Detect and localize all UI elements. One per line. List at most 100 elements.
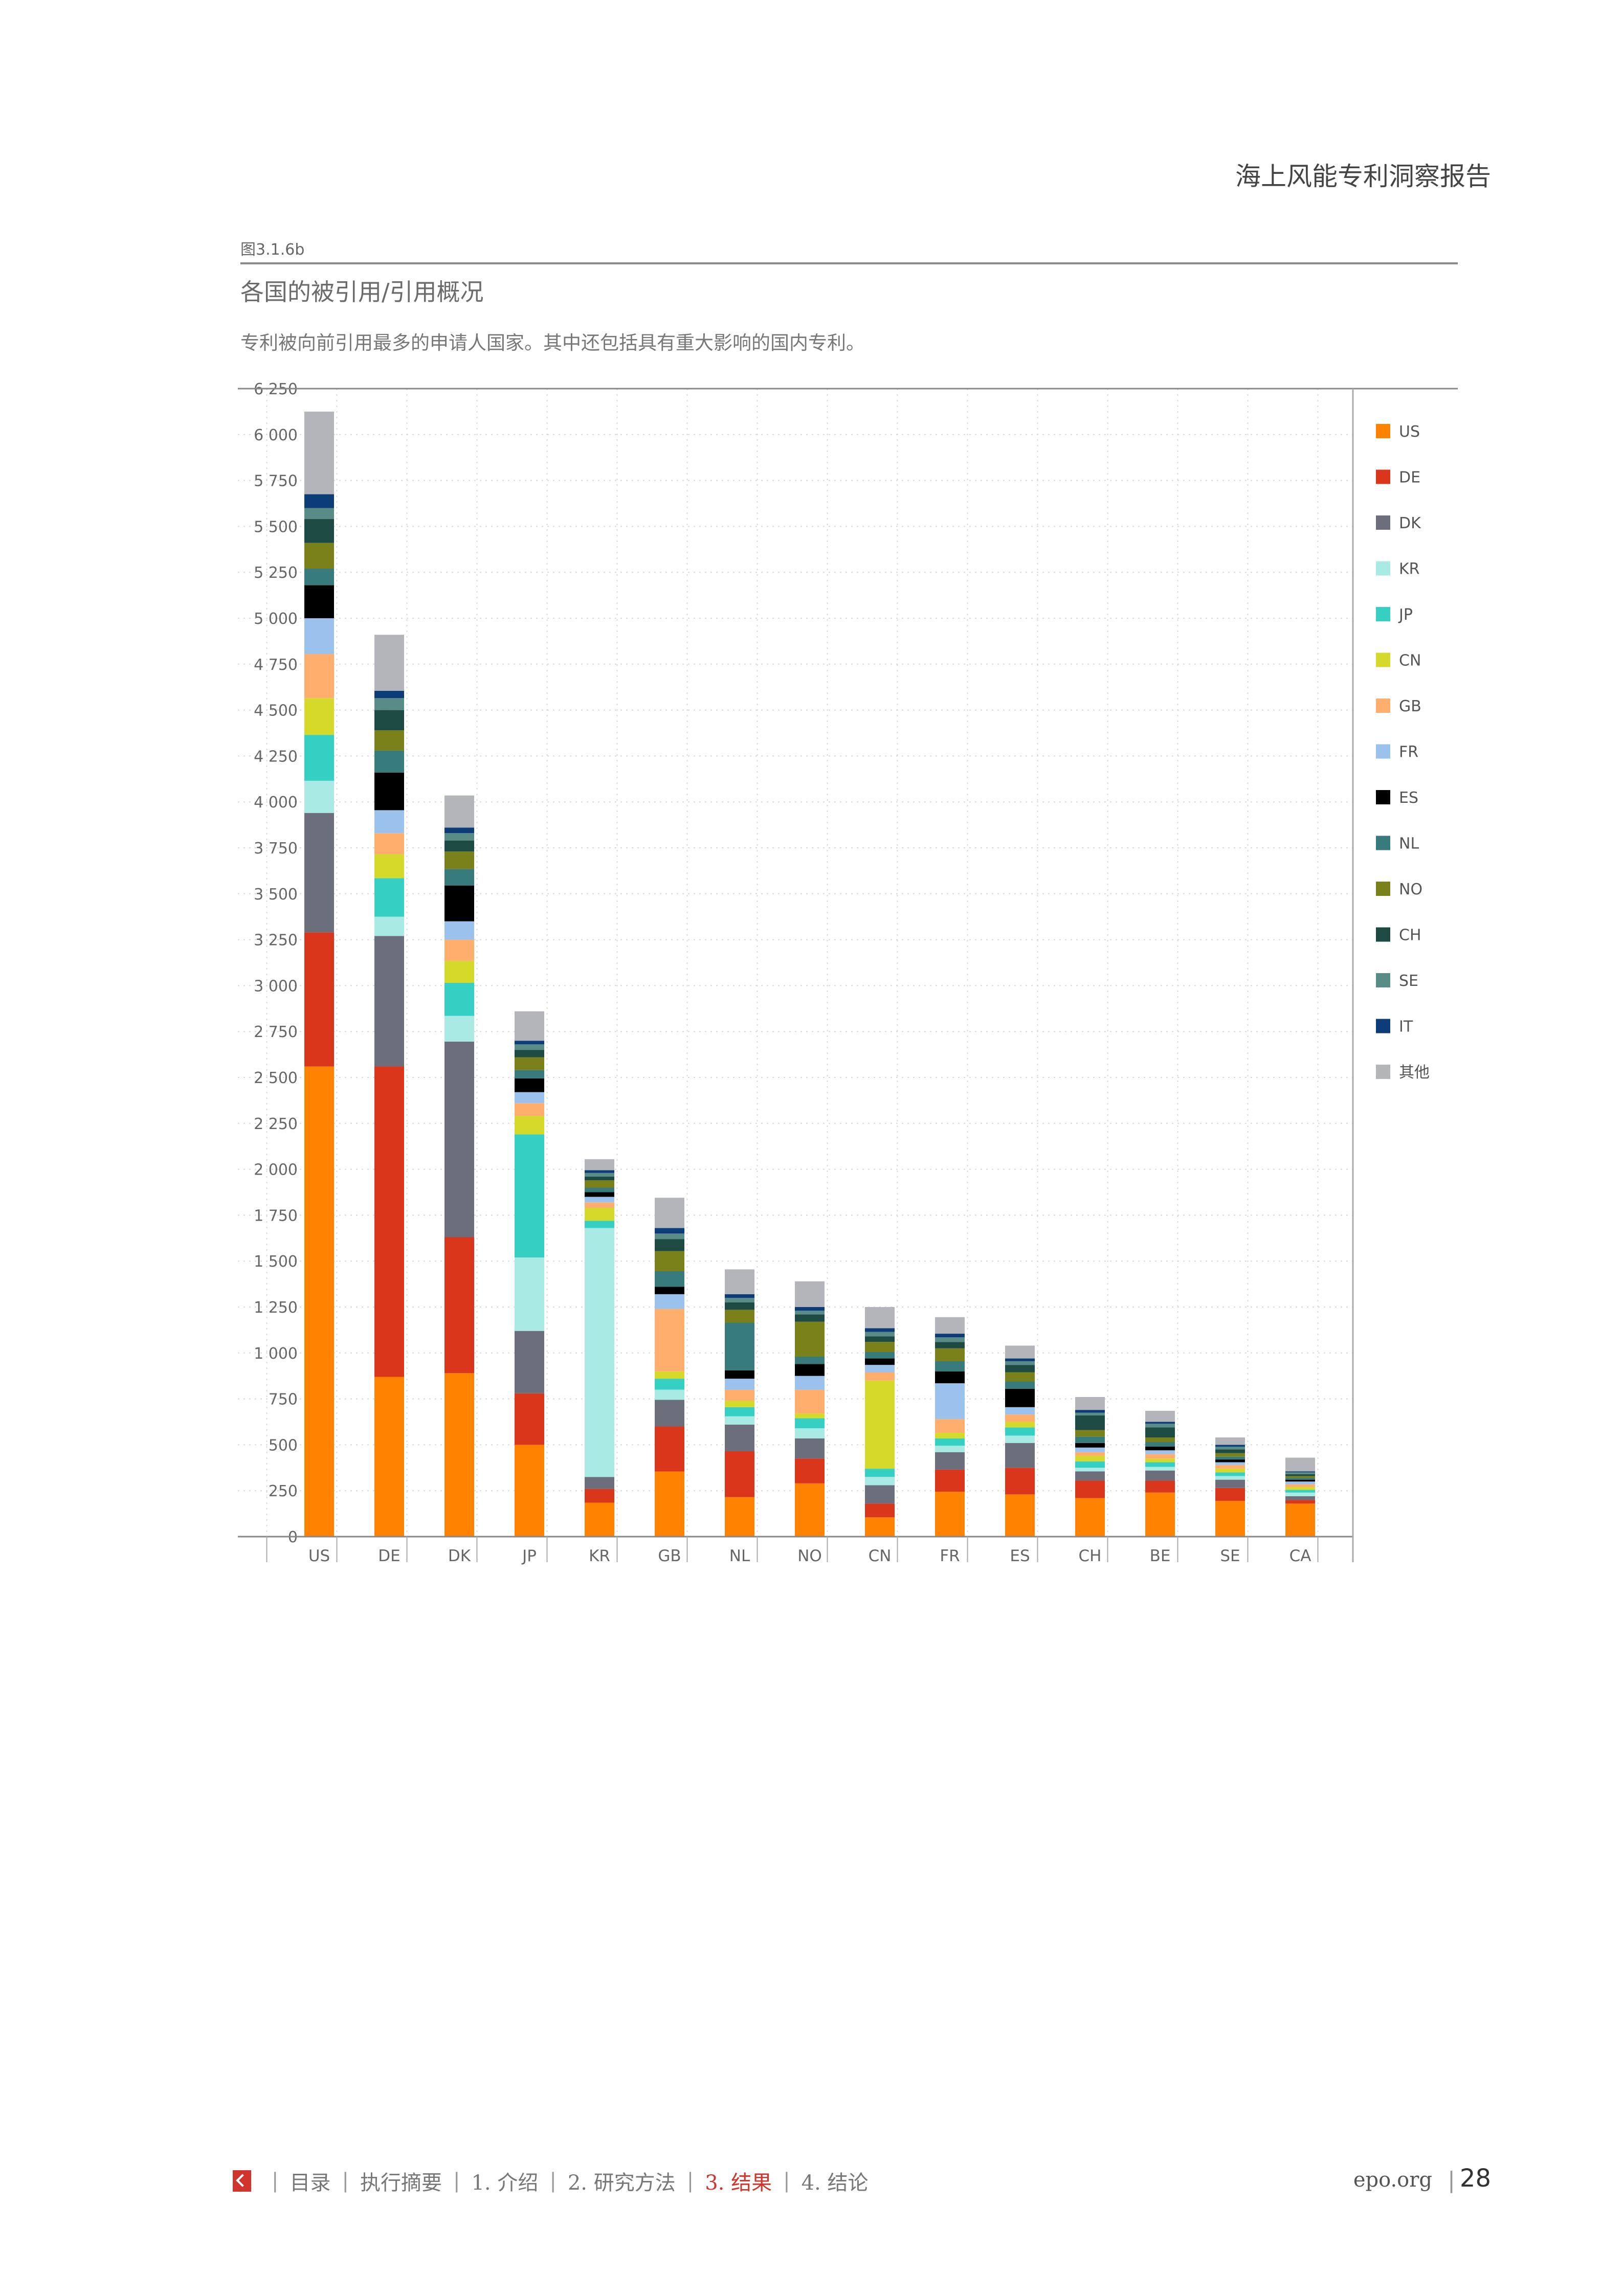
bar-segment bbox=[725, 1416, 754, 1425]
y-tick-label: 750 bbox=[269, 1391, 298, 1409]
nav-separator: | bbox=[453, 2169, 460, 2193]
nav-link-conclusion[interactable]: 4. 结论 bbox=[801, 2171, 869, 2195]
bar-segment bbox=[1005, 1372, 1035, 1382]
nav-link-results[interactable]: 3. 结果 bbox=[705, 2171, 772, 2195]
bar-segment bbox=[374, 916, 404, 936]
figure-subtitle: 专利被向前引用最多的申请人国家。其中还包括具有重大影响的国内专利。 bbox=[240, 332, 865, 354]
bar-segment bbox=[444, 1237, 474, 1374]
nav-link-intro[interactable]: 1. 介绍 bbox=[471, 2171, 539, 2195]
bar-segment bbox=[304, 543, 334, 569]
bar-segment bbox=[585, 1228, 614, 1477]
y-tick-label: 3 500 bbox=[254, 886, 298, 904]
bar-segment bbox=[1215, 1437, 1245, 1445]
bar-segment bbox=[1005, 1414, 1035, 1422]
bar-segment bbox=[1215, 1488, 1245, 1501]
bar-segment bbox=[304, 411, 334, 494]
bar-segment bbox=[1005, 1365, 1035, 1372]
bar-segment bbox=[1075, 1471, 1105, 1481]
x-tick-label: CN bbox=[869, 1547, 892, 1565]
bar-segment bbox=[1075, 1452, 1105, 1456]
bar-segment bbox=[1005, 1435, 1035, 1443]
bar-segment bbox=[1285, 1457, 1315, 1472]
bar-segment bbox=[935, 1342, 965, 1348]
nav-link-summary[interactable]: 执行摘要 bbox=[360, 2171, 442, 2195]
site-link[interactable]: epo.org bbox=[1353, 2168, 1432, 2192]
nav-link-toc[interactable]: 目录 bbox=[290, 2171, 331, 2195]
bar-segment bbox=[795, 1389, 825, 1414]
bar-segment bbox=[1005, 1494, 1035, 1537]
legend-label: DK bbox=[1399, 514, 1421, 532]
bar-segment bbox=[1145, 1424, 1175, 1428]
bar-segment bbox=[865, 1380, 895, 1469]
bar-segment bbox=[1005, 1345, 1035, 1359]
bar-segment bbox=[374, 810, 404, 834]
x-tick-label: DK bbox=[448, 1547, 471, 1565]
bar-segment bbox=[725, 1497, 754, 1537]
y-tick-label: 3 000 bbox=[254, 977, 298, 995]
bar-segment bbox=[585, 1477, 614, 1489]
bar-segment bbox=[585, 1187, 614, 1192]
bar-segment bbox=[585, 1489, 614, 1503]
nav-separator: | bbox=[272, 2169, 279, 2193]
bar-segment bbox=[1075, 1410, 1105, 1413]
bar-segment bbox=[1145, 1492, 1175, 1537]
x-tick-label: NL bbox=[729, 1547, 750, 1565]
bar-segment bbox=[655, 1389, 684, 1400]
bar-segment bbox=[304, 569, 334, 586]
bar-segment bbox=[865, 1485, 895, 1504]
y-tick-label: 1 250 bbox=[254, 1299, 298, 1317]
bar-segment bbox=[515, 1116, 544, 1135]
bar-segment bbox=[725, 1389, 754, 1401]
figure-label: 图3.1.6b bbox=[240, 241, 305, 259]
bar-segment bbox=[444, 921, 474, 940]
y-tick-label: 500 bbox=[269, 1436, 298, 1454]
bar-segment bbox=[1285, 1472, 1315, 1474]
bar-segment bbox=[1075, 1480, 1105, 1498]
bar-segment bbox=[374, 1377, 404, 1537]
bar-segment bbox=[304, 618, 334, 655]
bar-segment bbox=[725, 1379, 754, 1390]
y-tick-label: 4 250 bbox=[254, 748, 298, 766]
bar-segment bbox=[935, 1446, 965, 1452]
bar-segment bbox=[655, 1271, 684, 1287]
bar-segment bbox=[1005, 1388, 1035, 1407]
y-tick-label: 5 750 bbox=[254, 472, 298, 490]
bar-segment bbox=[1285, 1479, 1315, 1482]
bar-segment bbox=[304, 654, 334, 699]
bar-segment bbox=[444, 827, 474, 834]
bar-segment bbox=[795, 1307, 825, 1311]
x-tick-label: CA bbox=[1289, 1547, 1311, 1565]
bar-segment bbox=[1215, 1469, 1245, 1473]
legend-swatch bbox=[1376, 744, 1390, 759]
y-tick-label: 2 750 bbox=[254, 1023, 298, 1041]
bar-segment bbox=[1285, 1487, 1315, 1490]
bar-segment bbox=[304, 932, 334, 1067]
bar-segment bbox=[1285, 1496, 1315, 1500]
bar-segment bbox=[1145, 1410, 1175, 1422]
nav-separator: | bbox=[686, 2169, 694, 2193]
bar-segment bbox=[515, 1134, 544, 1258]
legend-swatch bbox=[1376, 699, 1390, 713]
bar-segment bbox=[444, 1041, 474, 1237]
nav-link-method[interactable]: 2. 研究方法 bbox=[567, 2171, 676, 2195]
legend-label: FR bbox=[1399, 744, 1418, 761]
chart-legend: US DE DK KR JP CN GB FR ES NL NO CH SE IT 其他 bbox=[1376, 423, 1430, 1082]
bar-segment bbox=[444, 869, 474, 886]
legend-label: CN bbox=[1399, 652, 1421, 670]
back-arrow-icon[interactable] bbox=[233, 2170, 251, 2192]
bar-segment bbox=[795, 1413, 825, 1419]
bar-segment bbox=[1285, 1490, 1315, 1493]
nav-separator: | bbox=[342, 2169, 349, 2193]
legend-swatch bbox=[1376, 1065, 1390, 1079]
y-tick-label: 3 250 bbox=[254, 932, 298, 950]
bar-segment bbox=[304, 519, 334, 543]
bar-segment bbox=[374, 710, 404, 731]
bar-segment bbox=[585, 1208, 614, 1221]
bar-segment bbox=[444, 1373, 474, 1537]
bar-segment bbox=[655, 1426, 684, 1472]
bar-segment bbox=[655, 1309, 684, 1371]
x-tick-label: US bbox=[308, 1547, 330, 1565]
bar-segment bbox=[1005, 1468, 1035, 1495]
bar-segment bbox=[515, 1331, 544, 1393]
